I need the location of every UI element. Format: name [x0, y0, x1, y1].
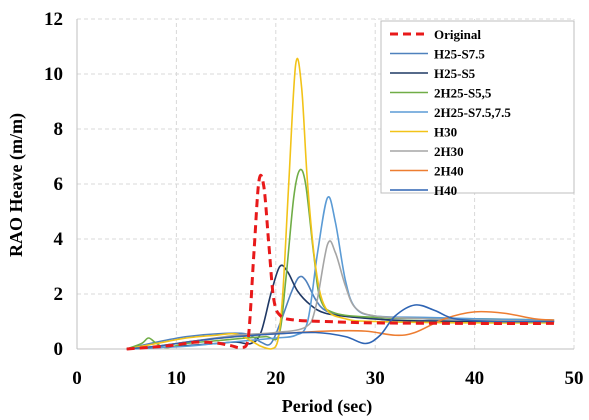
x-tick-label: 0 — [72, 368, 82, 389]
legend-label-h40: H40 — [434, 183, 457, 198]
y-tick-label: 10 — [44, 64, 63, 85]
y-axis-title: RAO Heave (m/m) — [6, 113, 27, 257]
series-line-h25-s7-5 — [126, 275, 555, 350]
series-line-original — [126, 173, 555, 351]
legend-label-h25-s5: H25-S5 — [434, 66, 476, 81]
x-tick-label: 10 — [167, 368, 186, 389]
y-tick-label: 8 — [54, 119, 64, 140]
legend-box — [380, 20, 575, 194]
series-line-h30 — [126, 57, 555, 350]
legend-label-2h25-s7-5-7-5: 2H25-S7.5,7.5 — [434, 105, 511, 120]
y-tick-label: 12 — [44, 9, 63, 30]
series-lines — [126, 57, 555, 351]
legend-label-original: Original — [434, 27, 481, 42]
series-line-h40 — [126, 304, 555, 350]
legend-label-2h25-s5-5: 2H25-S5,5 — [434, 86, 492, 101]
x-tick-labels: 0 10 20 30 40 50 — [72, 368, 583, 389]
legend-label-h25-s7-5: H25-S7.5 — [434, 47, 485, 62]
x-tick-label: 40 — [465, 368, 484, 389]
y-tick-labels: 0 2 4 6 8 10 12 — [44, 9, 64, 360]
axes — [76, 19, 574, 350]
x-tick-label: 30 — [366, 368, 385, 389]
y-tick-label: 0 — [54, 339, 64, 360]
x-tick-label: 50 — [565, 368, 584, 389]
legend-label-h30: H30 — [434, 125, 457, 140]
legend-label-2h40: 2H40 — [434, 164, 464, 179]
y-tick-label: 6 — [54, 174, 64, 195]
y-tick-label: 4 — [54, 229, 64, 250]
legend: Original H25-S7.5 H25-S5 2H25-S5,5 2H25-S7.5… — [380, 20, 575, 198]
x-axis-title: Period (sec) — [282, 396, 372, 417]
legend-label-2h30: 2H30 — [434, 144, 464, 159]
y-tick-label: 2 — [54, 284, 64, 305]
x-tick-label: 20 — [266, 368, 285, 389]
